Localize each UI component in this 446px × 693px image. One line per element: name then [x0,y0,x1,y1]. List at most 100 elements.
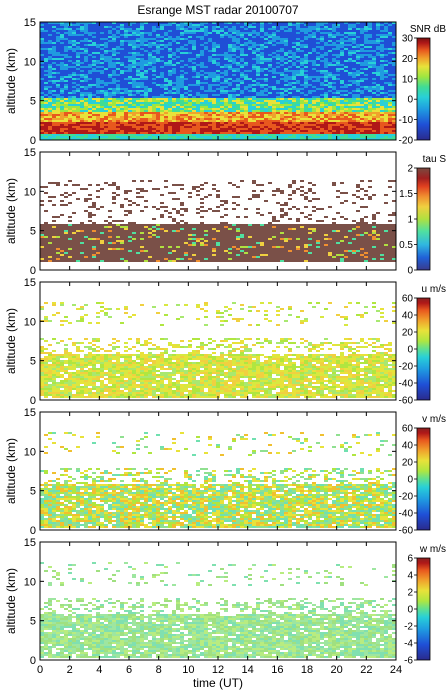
heatmap-cell [140,42,144,44]
heatmap-cell [328,62,332,64]
heatmap-cell [108,82,112,84]
heatmap-cell [344,30,348,32]
heatmap-cell [208,54,212,56]
heatmap-cell [308,50,312,52]
heatmap-cell [284,28,288,30]
heatmap-cell [288,124,292,126]
heatmap-cell [344,24,348,26]
heatmap-cell [228,44,232,46]
heatmap-cell [308,48,312,50]
heatmap-cell [104,42,108,44]
heatmap-cell [40,58,44,60]
heatmap-cell [224,80,228,82]
heatmap-cell [320,34,324,36]
heatmap-cell [316,44,320,46]
heatmap-cell [180,90,184,92]
heatmap-cell [212,26,216,28]
heatmap-cell [300,80,304,82]
heatmap-cell [156,138,160,140]
heatmap-cell [208,118,212,120]
heatmap-cell [344,124,348,126]
heatmap-cell [108,36,112,38]
heatmap-cell [320,54,324,56]
heatmap-cell [52,30,56,32]
heatmap-cell [172,104,176,106]
heatmap-cell [124,34,128,36]
heatmap-cell [184,116,188,118]
heatmap-cell [288,68,292,70]
heatmap-cell [152,74,156,76]
heatmap-cell [272,32,276,34]
heatmap-cell [372,106,376,108]
heatmap-cell [208,82,212,84]
heatmap-cell [64,98,68,100]
heatmap-cell [100,136,104,138]
heatmap-cell [360,30,364,32]
heatmap-cell [216,94,220,96]
heatmap-cell [64,22,68,24]
heatmap-cell [336,110,340,112]
heatmap-cell [60,30,64,32]
heatmap-cell [64,104,68,106]
heatmap-cell [344,46,348,48]
heatmap-cell [160,114,164,116]
heatmap-cell [368,138,372,140]
heatmap-cell [372,104,376,106]
heatmap-cell [184,130,188,132]
heatmap-cell [244,40,248,42]
heatmap-cell [324,42,328,44]
heatmap-cell [176,52,180,54]
heatmap-cell [264,72,268,74]
heatmap-cell [120,62,124,64]
heatmap-cell [136,90,140,92]
heatmap-cell [156,64,160,66]
heatmap-cell [80,80,84,82]
heatmap-cell [128,30,132,32]
heatmap-cell [148,114,152,116]
heatmap-cell [108,40,112,42]
heatmap-cell [152,134,156,136]
heatmap-cell [172,124,176,126]
heatmap-cell [260,138,264,140]
heatmap-cell [68,114,72,116]
heatmap-cell [124,112,128,114]
heatmap-cell [348,50,352,52]
heatmap-cell [212,92,216,94]
heatmap-cell [348,52,352,54]
heatmap-cell [212,70,216,72]
heatmap-cell [52,96,56,98]
heatmap-cell [192,42,196,44]
heatmap-cell [156,110,160,112]
heatmap-cell [348,94,352,96]
heatmap-cell [324,100,328,102]
heatmap-cell [104,102,108,104]
heatmap-cell [276,102,280,104]
heatmap-cell [260,96,264,98]
heatmap-cell [72,76,76,78]
heatmap-cell [220,94,224,96]
heatmap-cell [72,98,76,100]
heatmap-cell [372,96,376,98]
heatmap-cell [360,114,364,116]
heatmap-cell [328,52,332,54]
heatmap-cell [196,120,200,122]
heatmap-cell [152,76,156,78]
heatmap-cell [288,110,292,112]
heatmap-cell [152,124,156,126]
heatmap-cell [100,50,104,52]
heatmap-cell [256,120,260,122]
heatmap-cell [84,40,88,42]
heatmap-cell [68,70,72,72]
heatmap-cell [112,96,116,98]
heatmap-cell [220,126,224,128]
heatmap-cell [376,54,380,56]
heatmap-cell [196,60,200,62]
heatmap-cell [236,76,240,78]
heatmap-cell [272,74,276,76]
heatmap-cell [212,34,216,36]
heatmap-cell [192,32,196,34]
heatmap-cell [332,112,336,114]
heatmap-cell [368,120,372,122]
heatmap-cell [248,82,252,84]
heatmap-cell [48,112,52,114]
